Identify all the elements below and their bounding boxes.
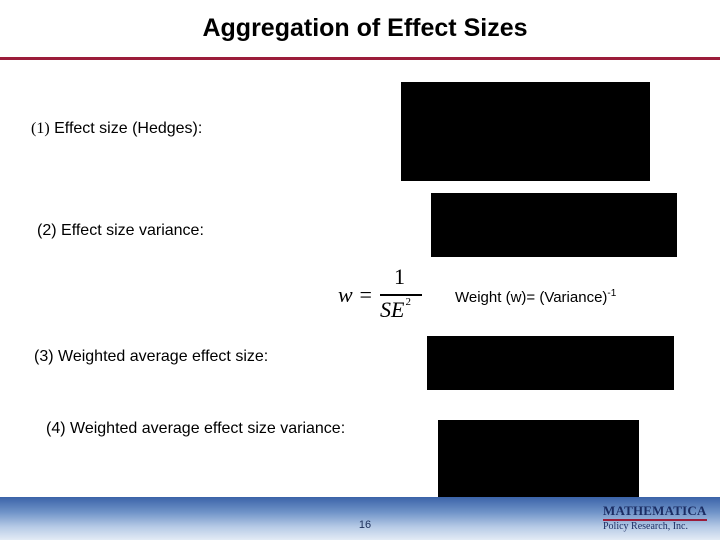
weight-formula-lhs: w = [338, 282, 374, 307]
title-divider [0, 57, 720, 60]
item-1-text: Effect size (Hedges): [54, 120, 203, 137]
item-4-text: Weighted average effect size variance: [70, 420, 346, 437]
item-1-label: (1) Effect size (Hedges): [31, 120, 202, 138]
weight-formula: w = 1 SE2 [336, 264, 426, 326]
logo-divider [603, 519, 707, 521]
variance-formula-redacted [431, 193, 677, 257]
item-3-label: (3) Weighted average effect size: [34, 348, 268, 366]
weight-formula-numerator: 1 [394, 264, 405, 289]
effect-size-formula-redacted [401, 82, 650, 181]
weighted-variance-formula-redacted [438, 420, 639, 500]
weight-label: Weight (w)= (Variance)-1 [455, 288, 617, 306]
item-2-text: Effect size variance: [61, 222, 204, 239]
weight-formula-denominator: SE2 [380, 296, 411, 322]
item-1-number: (1) [31, 120, 50, 137]
mathematica-logo: MATHEMATICA Policy Research, Inc. [596, 500, 714, 536]
item-2-label: (2) Effect size variance: [37, 222, 204, 240]
item-3-text: Weighted average effect size: [58, 348, 269, 365]
item-4-number: (4) [46, 420, 66, 437]
slide-title: Aggregation of Effect Sizes [202, 14, 528, 42]
footer-band [0, 497, 720, 540]
item-3-number: (3) [34, 348, 54, 365]
fraction-bar [380, 294, 422, 296]
logo-subtitle: Policy Research, Inc. [603, 521, 688, 532]
item-4-label: (4) Weighted average effect size varianc… [46, 420, 345, 438]
logo-wordmark: MATHEMATICA [603, 503, 707, 518]
page-number: 16 [358, 519, 372, 531]
weighted-average-formula-redacted [427, 336, 674, 390]
item-2-number: (2) [37, 222, 57, 239]
